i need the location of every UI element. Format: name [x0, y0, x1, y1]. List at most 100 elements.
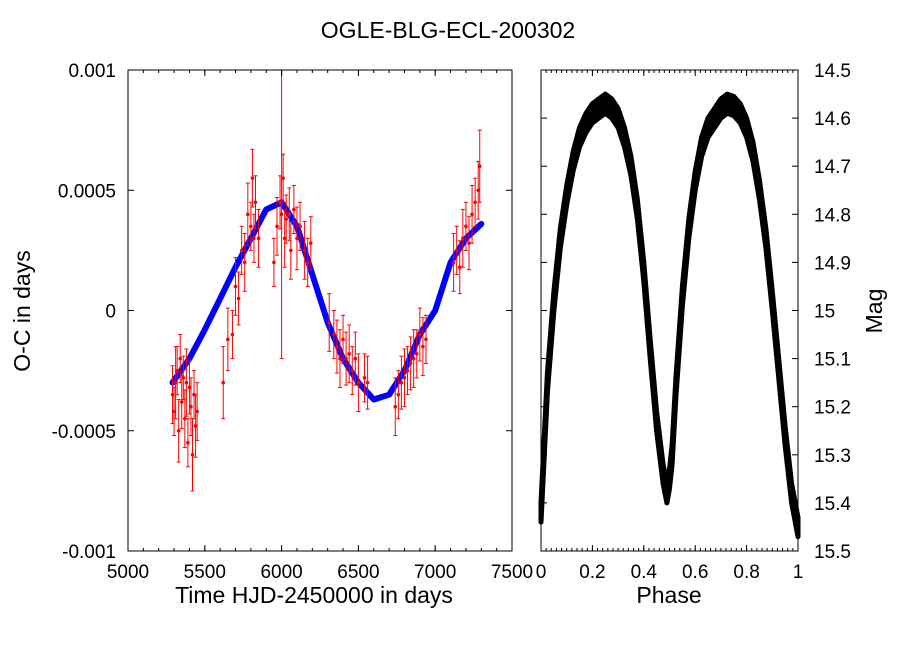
oc-data-point: [341, 337, 345, 342]
oc-data-point: [327, 320, 332, 325]
lc-y-tick-label: 14.7: [814, 157, 851, 178]
oc-y-tick-label: 0: [105, 302, 116, 323]
oc-data-point: [184, 380, 189, 385]
lc-x-tick-label: 0: [536, 562, 547, 583]
lc-marks: [538, 91, 801, 540]
oc-data-point: [470, 212, 474, 217]
oc-data-point: [179, 400, 184, 404]
oc-data-point: [405, 368, 410, 373]
oc-data-point: [332, 332, 336, 337]
oc-x-axis-label: Time HJD-2450000 in days: [175, 582, 453, 608]
oc-data-point: [230, 332, 235, 337]
oc-data-point: [421, 344, 425, 349]
oc-data-point: [287, 212, 292, 217]
lc-y-tick-label: 14.8: [814, 205, 851, 226]
chart-title: OGLE-BLG-ECL-200302: [321, 17, 575, 43]
oc-data-point: [252, 236, 256, 241]
oc-data-point: [393, 404, 398, 409]
oc-data-point: [473, 200, 477, 205]
oc-x-tick-label: 5000: [107, 562, 149, 583]
oc-data-point: [305, 260, 310, 265]
oc-data-point: [250, 176, 255, 181]
lc-x-tick-label: 0.8: [733, 562, 759, 583]
oc-data-point: [173, 380, 178, 385]
lc-y-tick-label: 15.5: [814, 542, 851, 563]
lc-y-tick-label: 15.3: [814, 446, 851, 467]
oc-data-point: [399, 380, 404, 385]
oc-data-point: [170, 392, 175, 397]
oc-marks: [169, 69, 485, 492]
oc-data-point: [418, 332, 422, 337]
lc-y-tick-label: 14.5: [814, 61, 851, 82]
oc-data-point: [193, 424, 198, 428]
lc-y-axis-label: Mag: [861, 289, 887, 334]
lc-y-tick-label: 14.6: [814, 109, 851, 130]
oc-panel: 5000 5500 6000 6500 7000 7500 -0.001 -0.0005 0 0.…: [9, 61, 533, 608]
oc-data-point: [344, 356, 348, 361]
oc-data-point: [239, 248, 244, 253]
oc-data-point: [281, 176, 285, 181]
oc-data-point: [278, 200, 282, 205]
oc-data-point: [396, 392, 401, 397]
oc-data-point: [302, 248, 307, 253]
lc-x-tick-label: 0.6: [682, 562, 708, 583]
oc-model-curve: [169, 199, 485, 403]
oc-data-point: [195, 409, 199, 414]
oc-data-point: [279, 212, 284, 217]
oc-data-point: [289, 248, 293, 253]
oc-data-point: [457, 265, 462, 270]
oc-x-tick-label: 6000: [260, 562, 302, 583]
oc-data-point: [236, 296, 241, 301]
lc-y-tick-label: 15.4: [814, 494, 851, 515]
oc-data-point: [467, 241, 471, 245]
oc-ticks: 5000 5500 6000 6500 7000 7500 -0.001 -0.0005 0 0.…: [52, 61, 534, 583]
oc-data-point: [347, 351, 351, 356]
lc-x-axis-label: Phase: [636, 582, 701, 608]
lc-y-tick-label: 14.9: [814, 253, 851, 274]
oc-x-tick-label: 6500: [337, 562, 379, 583]
oc-data-point: [284, 217, 289, 221]
oc-data-point: [178, 356, 183, 361]
oc-data-point: [172, 409, 176, 414]
lc-y-tick-label: 15: [814, 302, 835, 323]
oc-data-point: [408, 361, 413, 366]
oc-plot-frame: [127, 69, 513, 552]
oc-data-point: [242, 260, 247, 265]
oc-data-point: [275, 224, 279, 229]
oc-data-point: [356, 380, 361, 385]
lc-x-tick-label: 1: [793, 562, 804, 583]
oc-data-point: [183, 416, 187, 421]
lc-light-curve-band: [538, 91, 801, 540]
oc-data-point: [181, 376, 186, 380]
oc-data-point: [464, 224, 468, 229]
oc-data-point: [186, 440, 190, 445]
oc-data-point: [424, 337, 428, 342]
oc-data-point: [282, 236, 287, 241]
oc-data-point: [451, 260, 456, 265]
oc-y-tick-label: 0.001: [68, 61, 116, 82]
oc-data-point: [226, 337, 230, 342]
oc-data-point: [176, 428, 181, 433]
lc-ticks: 0 0.2 0.4 0.6 0.8 1 14.5 14.6 14.7 14.8 14.9 15 15.1…: [536, 61, 852, 583]
lc-x-tick-label: 0.2: [579, 562, 605, 583]
oc-data-point: [233, 284, 238, 289]
lc-y-tick-label: 15.2: [814, 398, 851, 419]
oc-data-point: [335, 344, 339, 349]
oc-data-point: [298, 224, 302, 229]
oc-data-point: [362, 376, 367, 380]
oc-data-point: [272, 260, 276, 265]
oc-data-point: [221, 380, 226, 385]
oc-data-point: [295, 236, 299, 241]
oc-y-axis-label: O-C in days: [9, 250, 35, 371]
oc-x-tick-label: 5500: [184, 562, 226, 583]
oc-data-point: [411, 356, 416, 361]
oc-x-tick-label: 7500: [491, 562, 533, 583]
oc-data-point: [249, 224, 253, 229]
lc-x-tick-label: 0.4: [631, 562, 658, 583]
oc-data-point: [253, 200, 258, 205]
oc-data-point: [414, 351, 419, 356]
lc-y-tick-label: 15.1: [814, 350, 851, 371]
oc-data-point: [454, 248, 459, 253]
